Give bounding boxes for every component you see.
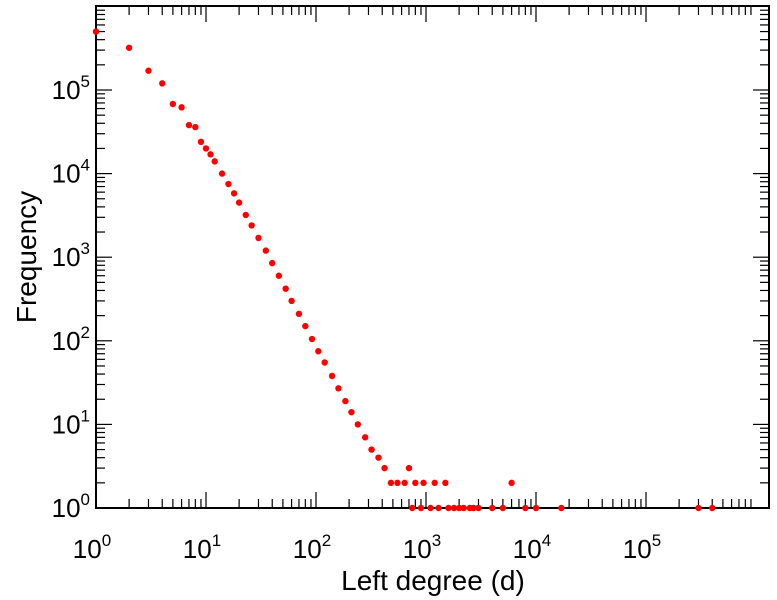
data-point (197, 138, 205, 146)
data-point (475, 504, 482, 512)
data-point (558, 504, 565, 512)
x-tick-label: 103 (403, 531, 441, 564)
data-point (401, 479, 408, 487)
data-point (248, 222, 255, 229)
data-point (288, 297, 295, 305)
data-point (192, 123, 199, 131)
data-point (225, 180, 232, 188)
data-point (375, 454, 382, 461)
data-point (262, 247, 270, 254)
y-tick-label: 100 (52, 490, 90, 523)
data-point (695, 504, 702, 512)
data-point (235, 199, 243, 206)
data-point (230, 190, 238, 197)
data-point (92, 28, 100, 35)
data-points (92, 28, 716, 512)
y-tick-labels: 100 101 102 103 104 105 (52, 72, 90, 523)
data-point (420, 479, 427, 487)
data-point (354, 421, 362, 428)
data-point (489, 504, 496, 512)
data-point (368, 446, 375, 453)
data-point (532, 504, 540, 512)
data-point (522, 504, 529, 512)
data-point (169, 100, 177, 108)
data-point (417, 504, 425, 512)
data-point (348, 408, 355, 416)
data-point (178, 104, 185, 111)
data-point (435, 504, 442, 512)
y-axis-title: Frequency (11, 191, 42, 323)
data-point (405, 464, 413, 472)
data-point (431, 479, 438, 487)
data-point (335, 385, 342, 392)
data-point (207, 151, 214, 158)
data-point (295, 310, 303, 318)
x-tick-label: 101 (183, 531, 221, 564)
data-point (381, 464, 388, 472)
data-point (282, 285, 289, 292)
data-point (211, 158, 218, 165)
data-point (308, 335, 316, 343)
x-tick-label: 105 (623, 531, 661, 564)
data-point (409, 504, 416, 512)
data-point (470, 504, 477, 512)
x-tick-label: 102 (293, 531, 331, 564)
data-point (145, 67, 152, 74)
axis-ticks (95, 6, 769, 509)
data-point (321, 359, 328, 366)
data-point (218, 170, 226, 177)
data-point (302, 322, 309, 330)
data-point (387, 479, 395, 487)
data-point (460, 504, 467, 512)
y-tick-label: 101 (52, 406, 90, 439)
data-point (125, 44, 133, 51)
data-point (709, 504, 716, 512)
data-point (450, 504, 458, 512)
data-point (499, 504, 507, 512)
data-point (202, 145, 210, 152)
data-point (159, 80, 166, 87)
data-point (508, 479, 515, 487)
x-tick-label: 104 (513, 531, 551, 564)
data-point (255, 234, 262, 242)
data-point (342, 397, 349, 405)
y-tick-label: 105 (52, 72, 90, 105)
data-point (242, 211, 249, 219)
data-point (394, 479, 401, 487)
y-tick-label: 102 (52, 323, 90, 356)
data-point (315, 348, 322, 355)
data-point (361, 434, 369, 441)
x-axis-title: Left degree (d) (341, 565, 525, 596)
data-point (185, 121, 193, 129)
plot-area-frame (95, 5, 770, 509)
data-point (275, 272, 283, 279)
x-tick-label: 100 (73, 531, 111, 564)
data-point (412, 479, 419, 487)
data-point (442, 479, 449, 487)
data-point (427, 504, 434, 512)
data-point (445, 504, 452, 512)
y-tick-label: 103 (52, 239, 90, 272)
x-tick-labels: 100 101 102 103 104 105 (73, 531, 661, 564)
data-point (455, 504, 463, 512)
data-point (269, 259, 276, 267)
y-tick-label: 104 (52, 156, 90, 189)
data-point (328, 372, 336, 380)
